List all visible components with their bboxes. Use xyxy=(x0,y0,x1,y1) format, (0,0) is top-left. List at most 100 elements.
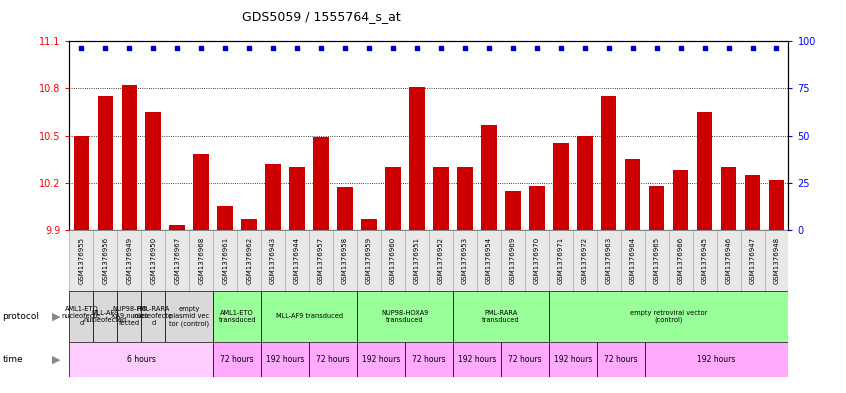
Text: 72 hours: 72 hours xyxy=(412,355,446,364)
Bar xyxy=(69,291,93,342)
Point xyxy=(673,44,687,51)
Bar xyxy=(453,342,501,377)
Bar xyxy=(649,186,664,230)
Point xyxy=(578,44,591,51)
Bar xyxy=(165,230,190,291)
Bar xyxy=(621,230,645,291)
Bar xyxy=(765,230,788,291)
Text: 192 hours: 192 hours xyxy=(362,355,400,364)
Bar xyxy=(261,342,309,377)
Text: GSM1376952: GSM1376952 xyxy=(438,237,444,284)
Point xyxy=(146,44,160,51)
Bar xyxy=(721,167,736,230)
Bar xyxy=(433,167,448,230)
Text: protocol: protocol xyxy=(3,312,40,321)
Bar xyxy=(381,230,405,291)
Bar xyxy=(266,164,281,230)
Text: GSM1376955: GSM1376955 xyxy=(79,237,85,284)
Bar xyxy=(237,230,261,291)
Bar xyxy=(744,175,761,230)
Bar xyxy=(118,291,141,342)
Bar xyxy=(668,230,693,291)
Bar xyxy=(601,96,617,230)
Bar xyxy=(501,230,525,291)
Text: GSM1376959: GSM1376959 xyxy=(366,237,372,284)
Text: GSM1376962: GSM1376962 xyxy=(246,237,252,284)
Point xyxy=(434,44,448,51)
Text: GSM1376972: GSM1376972 xyxy=(582,237,588,284)
Point xyxy=(626,44,640,51)
Bar xyxy=(453,230,477,291)
Bar xyxy=(217,206,233,230)
Point xyxy=(218,44,232,51)
Text: 192 hours: 192 hours xyxy=(553,355,592,364)
Text: GSM1376971: GSM1376971 xyxy=(558,237,563,284)
Bar xyxy=(573,230,596,291)
Bar xyxy=(309,230,333,291)
Text: GSM1376949: GSM1376949 xyxy=(126,237,132,284)
Bar xyxy=(625,159,640,230)
Bar xyxy=(596,230,621,291)
Bar xyxy=(146,112,161,230)
Text: GSM1376968: GSM1376968 xyxy=(198,237,204,284)
Text: GSM1376966: GSM1376966 xyxy=(678,237,684,284)
Text: GDS5059 / 1555764_s_at: GDS5059 / 1555764_s_at xyxy=(242,10,401,23)
Point xyxy=(195,44,208,51)
Bar xyxy=(169,225,185,230)
Text: GSM1376947: GSM1376947 xyxy=(750,237,755,284)
Point xyxy=(338,44,352,51)
Text: NUP98-HO
XA9 nucleo
fected: NUP98-HO XA9 nucleo fected xyxy=(111,307,148,326)
Text: 72 hours: 72 hours xyxy=(508,355,541,364)
Point xyxy=(650,44,663,51)
Text: ▶: ▶ xyxy=(52,354,61,365)
Text: GSM1376956: GSM1376956 xyxy=(102,237,108,284)
Bar xyxy=(261,230,285,291)
Point xyxy=(482,44,496,51)
Point xyxy=(170,44,184,51)
Point xyxy=(770,44,783,51)
Text: GSM1376946: GSM1376946 xyxy=(726,237,732,284)
Point xyxy=(554,44,568,51)
Bar xyxy=(309,342,357,377)
Point xyxy=(242,44,255,51)
Text: GSM1376951: GSM1376951 xyxy=(414,237,420,284)
Bar xyxy=(213,291,261,342)
Point xyxy=(98,44,112,51)
Bar xyxy=(405,342,453,377)
Bar xyxy=(453,291,549,342)
Text: GSM1376963: GSM1376963 xyxy=(606,237,612,284)
Text: 192 hours: 192 hours xyxy=(458,355,496,364)
Point xyxy=(315,44,328,51)
Text: MLL-AF9 transduced: MLL-AF9 transduced xyxy=(276,313,343,320)
Bar xyxy=(357,291,453,342)
Point xyxy=(459,44,472,51)
Bar xyxy=(673,170,689,230)
Bar xyxy=(645,342,788,377)
Point xyxy=(123,44,136,51)
Bar xyxy=(213,342,261,377)
Point xyxy=(362,44,376,51)
Text: PML-RARA
nucleofecte
d: PML-RARA nucleofecte d xyxy=(134,307,173,326)
Text: GSM1376958: GSM1376958 xyxy=(342,237,348,284)
Text: 192 hours: 192 hours xyxy=(697,355,736,364)
Bar xyxy=(313,137,329,230)
Bar xyxy=(118,230,141,291)
Bar xyxy=(577,136,592,230)
Bar xyxy=(697,112,712,230)
Text: GSM1376967: GSM1376967 xyxy=(174,237,180,284)
Bar xyxy=(361,219,376,230)
Point xyxy=(530,44,544,51)
Text: PML-RARA
transduced: PML-RARA transduced xyxy=(482,310,519,323)
Text: GSM1376944: GSM1376944 xyxy=(294,237,300,284)
Text: MLL-AF9
nucleofected: MLL-AF9 nucleofected xyxy=(84,310,127,323)
Text: AML1-ETO
transduced: AML1-ETO transduced xyxy=(218,310,256,323)
Bar xyxy=(93,230,118,291)
Bar xyxy=(97,96,113,230)
Point xyxy=(266,44,280,51)
Text: GSM1376953: GSM1376953 xyxy=(462,237,468,284)
Bar xyxy=(501,342,549,377)
Point xyxy=(722,44,735,51)
Text: GSM1376961: GSM1376961 xyxy=(222,237,228,284)
Text: time: time xyxy=(3,355,23,364)
Bar xyxy=(525,230,549,291)
